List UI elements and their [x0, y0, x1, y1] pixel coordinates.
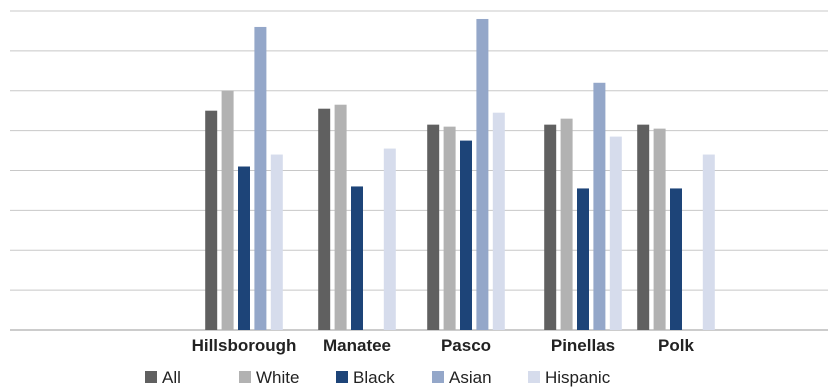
legend-swatch-white — [239, 371, 251, 383]
bar-black-manatee — [351, 186, 363, 330]
bar-asian-pasco — [476, 18, 489, 330]
bar-white-pasco — [443, 126, 456, 330]
bar-black-pasco — [460, 140, 472, 330]
bar-all-pinellas — [544, 124, 557, 330]
bar-all-polk — [637, 124, 650, 330]
bar-white-polk — [653, 128, 666, 330]
bar-asian-hillsborough — [254, 26, 267, 330]
gridlines — [10, 10, 828, 331]
category-label: Manatee — [323, 336, 391, 355]
bar-all-manatee — [318, 108, 331, 330]
bar-all-pasco — [427, 124, 440, 330]
legend-label-all: All — [162, 368, 181, 387]
bar-white-hillsborough — [221, 90, 234, 330]
category-label: Hillsborough — [192, 336, 297, 355]
bar-white-manatee — [334, 104, 347, 330]
bar-all-hillsborough — [205, 110, 218, 330]
legend-label-hispanic: Hispanic — [545, 368, 611, 387]
bar-hispanic-pinellas — [609, 136, 622, 330]
category-label: Pinellas — [551, 336, 615, 355]
bar-asian-pinellas — [593, 82, 606, 331]
legend-label-asian: Asian — [449, 368, 492, 387]
bar-hispanic-hillsborough — [270, 154, 283, 330]
legend-label-black: Black — [353, 368, 395, 387]
category-label: Polk — [658, 336, 694, 355]
category-label: Pasco — [441, 336, 491, 355]
bar-black-pinellas — [577, 188, 589, 330]
legend-swatch-hispanic — [528, 371, 540, 383]
bar-black-hillsborough — [238, 166, 250, 330]
legend: All White Black Asian Hispanic — [145, 368, 611, 387]
category-labels: Hillsborough Manatee Pasco Pinellas Polk — [192, 336, 695, 355]
bar-hispanic-polk — [702, 154, 715, 330]
bar-hispanic-manatee — [383, 148, 396, 330]
bar-hispanic-pasco — [492, 112, 505, 331]
legend-label-white: White — [256, 368, 299, 387]
legend-swatch-all — [145, 371, 157, 383]
legend-swatch-black — [336, 371, 348, 383]
legend-swatch-asian — [432, 371, 444, 383]
bar-black-polk — [670, 188, 682, 330]
bars — [205, 18, 715, 331]
bar-white-pinellas — [560, 118, 573, 330]
